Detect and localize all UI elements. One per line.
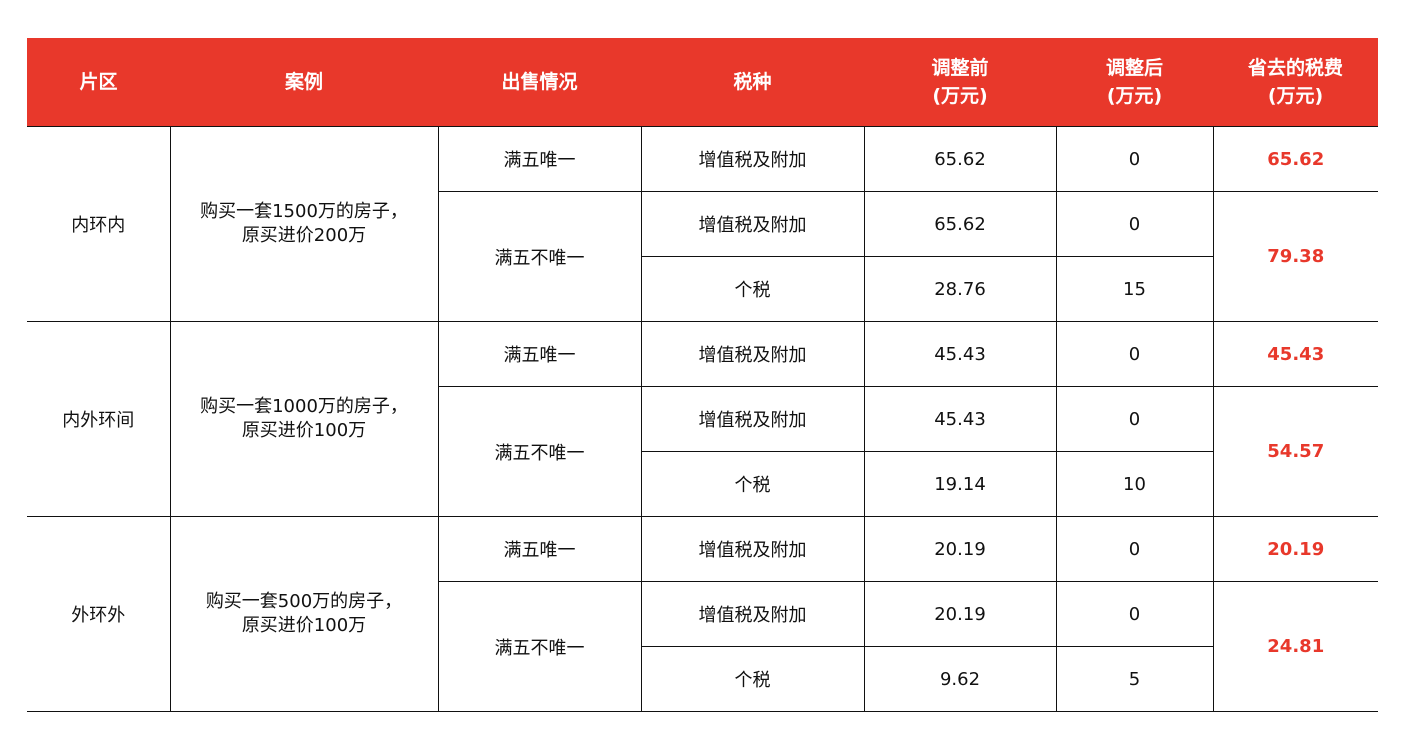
tax-type-cell: 增值税及附加 [640, 126, 865, 192]
case-line: 购买一套1000万的房子， [200, 396, 408, 417]
tax-type-cell: 增值税及附加 [640, 386, 865, 452]
case-line: 原买进价100万 [241, 615, 367, 636]
after-cell: 0 [1055, 321, 1214, 387]
case-line: 购买一套1500万的房子， [200, 201, 408, 222]
case-line: 购买一套500万的房子， [205, 591, 403, 612]
header-after-line2: (万元) [1106, 85, 1163, 107]
after-cell: 0 [1055, 386, 1214, 452]
tax-type-cell: 个税 [640, 451, 865, 517]
sale-cell: 满五唯一 [437, 516, 642, 582]
table-row: 个税 19.14 10 [27, 451, 1378, 517]
header-after: 调整后 (万元) [1056, 38, 1213, 127]
sale-cell: 满五不唯一 [437, 191, 642, 322]
table-row: 个税 9.62 5 [27, 646, 1378, 712]
saved-cell: 54.57 [1212, 386, 1378, 517]
header-before-line2: (万元) [932, 85, 988, 107]
case-line: 原买进价200万 [241, 225, 367, 246]
saved-cell: 20.19 [1212, 516, 1378, 582]
header-after-line1: 调整后 [1105, 57, 1163, 79]
header-saved-line2: (万元) [1267, 85, 1324, 107]
case-cell: 购买一套1000万的房子， 原买进价100万 [169, 321, 439, 517]
after-cell: 5 [1055, 646, 1214, 712]
before-cell: 20.19 [863, 581, 1057, 647]
tax-type-cell: 个税 [640, 646, 865, 712]
saved-cell: 24.81 [1212, 581, 1378, 712]
header-saved: 省去的税费 (万元) [1213, 38, 1378, 127]
sale-cell: 满五唯一 [437, 126, 642, 192]
case-cell: 购买一套1500万的房子， 原买进价200万 [169, 126, 439, 322]
region-cell: 内环内 [27, 126, 171, 322]
header-case: 案例 [170, 38, 438, 127]
before-cell: 65.62 [863, 126, 1057, 192]
before-cell: 65.62 [863, 191, 1057, 257]
before-cell: 20.19 [863, 516, 1057, 582]
tax-savings-table: 片区 案例 出售情况 税种 调整前 (万元) 调整后 (万元) 省去的税费 (万… [27, 38, 1378, 712]
before-cell: 45.43 [863, 386, 1057, 452]
table-row: 个税 28.76 15 [27, 256, 1378, 322]
table-row: 满五不唯一 增值税及附加 45.43 0 54.57 [27, 386, 1378, 517]
after-cell: 10 [1055, 451, 1214, 517]
sale-cell: 满五唯一 [437, 321, 642, 387]
table-body: 内环内 购买一套1500万的房子， 原买进价200万 满五唯一 增值税及附加 6… [27, 126, 1378, 712]
case-line: 原买进价100万 [241, 420, 367, 441]
after-cell: 0 [1055, 516, 1214, 582]
header-region: 片区 [27, 38, 170, 127]
saved-cell: 65.62 [1212, 126, 1378, 192]
before-cell: 28.76 [863, 256, 1057, 322]
region-cell: 内外环间 [27, 321, 171, 517]
header-sale: 出售情况 [438, 38, 641, 127]
tax-type-cell: 增值税及附加 [640, 581, 865, 647]
tax-type-cell: 增值税及附加 [640, 321, 865, 387]
tax-type-cell: 增值税及附加 [640, 191, 865, 257]
after-cell: 0 [1055, 581, 1214, 647]
region-cell: 外环外 [27, 516, 171, 712]
sale-cell: 满五不唯一 [437, 581, 642, 712]
tax-type-cell: 增值税及附加 [640, 516, 865, 582]
header-row: 片区 案例 出售情况 税种 调整前 (万元) 调整后 (万元) 省去的税费 (万… [27, 38, 1378, 127]
table-row: 满五不唯一 增值税及附加 20.19 0 24.81 [27, 581, 1378, 712]
case-cell: 购买一套500万的房子， 原买进价100万 [169, 516, 439, 712]
after-cell: 0 [1055, 191, 1214, 257]
after-cell: 15 [1055, 256, 1214, 322]
tax-type-cell: 个税 [640, 256, 865, 322]
before-cell: 45.43 [863, 321, 1057, 387]
after-cell: 0 [1055, 126, 1214, 192]
table-row: 内外环间 购买一套1000万的房子， 原买进价100万 满五唯一 增值税及附加 … [27, 321, 1378, 517]
saved-cell: 45.43 [1212, 321, 1378, 387]
header-saved-line1: 省去的税费 [1247, 57, 1343, 79]
header-before-line1: 调整前 [931, 57, 989, 79]
header-before: 调整前 (万元) [864, 38, 1056, 127]
table-row: 满五不唯一 增值税及附加 65.62 0 79.38 [27, 191, 1378, 322]
before-cell: 9.62 [863, 646, 1057, 712]
table-header: 片区 案例 出售情况 税种 调整前 (万元) 调整后 (万元) 省去的税费 (万… [27, 38, 1378, 127]
sale-cell: 满五不唯一 [437, 386, 642, 517]
table-row: 内环内 购买一套1500万的房子， 原买进价200万 满五唯一 增值税及附加 6… [27, 126, 1378, 322]
before-cell: 19.14 [863, 451, 1057, 517]
header-tax-type: 税种 [641, 38, 864, 127]
table-row: 外环外 购买一套500万的房子， 原买进价100万 满五唯一 增值税及附加 20… [27, 516, 1378, 712]
saved-cell: 79.38 [1212, 191, 1378, 322]
